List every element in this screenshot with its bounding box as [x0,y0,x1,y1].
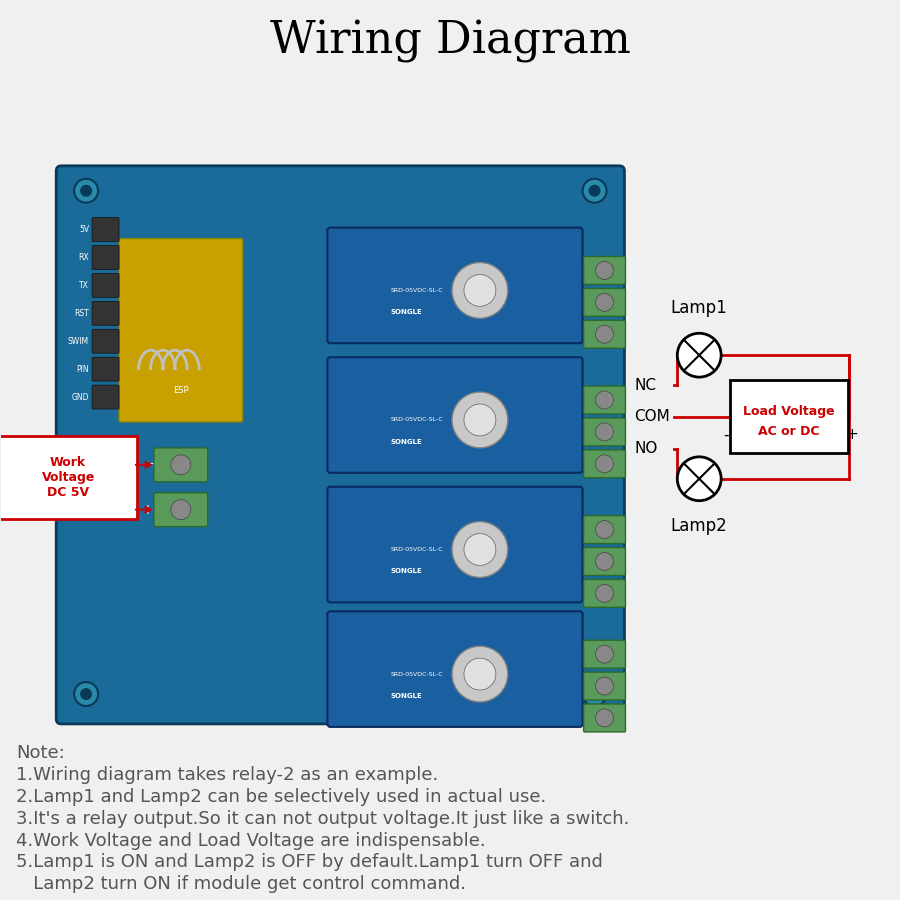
Text: +: + [845,428,858,443]
Text: Lamp1: Lamp1 [670,300,727,318]
FancyBboxPatch shape [583,386,626,414]
Text: Note:: Note: [16,743,65,761]
Circle shape [74,179,98,203]
Text: 3.It's a relay output.So it can not output voltage.It just like a switch.: 3.It's a relay output.So it can not outp… [16,810,630,828]
FancyBboxPatch shape [92,385,119,409]
FancyBboxPatch shape [56,166,625,724]
Circle shape [171,454,191,475]
FancyBboxPatch shape [328,611,582,727]
Text: -: - [724,428,729,443]
Circle shape [582,179,607,203]
Circle shape [596,520,614,538]
Text: +: + [141,503,153,517]
Text: Lamp2 turn ON if module get control command.: Lamp2 turn ON if module get control comm… [16,876,466,894]
Text: 2.Lamp1 and Lamp2 can be selectively used in actual use.: 2.Lamp1 and Lamp2 can be selectively use… [16,788,546,806]
Circle shape [171,500,191,519]
FancyBboxPatch shape [92,274,119,297]
FancyBboxPatch shape [154,492,208,526]
FancyBboxPatch shape [583,320,626,348]
Text: 1.Wiring diagram takes relay-2 as an example.: 1.Wiring diagram takes relay-2 as an exa… [16,766,438,784]
Circle shape [596,677,614,695]
Circle shape [452,522,508,578]
FancyBboxPatch shape [730,380,848,453]
Text: SONGLE: SONGLE [391,693,422,699]
Circle shape [596,423,614,441]
Text: NO: NO [634,441,658,456]
Circle shape [596,392,614,409]
Text: ESP: ESP [173,385,189,394]
Circle shape [678,457,721,500]
Circle shape [464,404,496,436]
Circle shape [452,263,508,319]
Circle shape [74,682,98,706]
Text: COM: COM [634,410,670,425]
Text: Lamp2: Lamp2 [670,517,727,535]
FancyBboxPatch shape [328,357,582,472]
FancyBboxPatch shape [583,547,626,575]
Circle shape [464,534,496,565]
Text: Load Voltage: Load Voltage [743,406,835,419]
FancyBboxPatch shape [92,246,119,269]
FancyBboxPatch shape [154,448,208,482]
FancyBboxPatch shape [583,516,626,544]
Circle shape [596,325,614,343]
Text: SRD-05VDC-SL-C: SRD-05VDC-SL-C [391,671,443,677]
Text: NC: NC [634,378,656,392]
Text: SRD-05VDC-SL-C: SRD-05VDC-SL-C [391,288,443,292]
Text: SRD-05VDC-SL-C: SRD-05VDC-SL-C [391,547,443,552]
Circle shape [80,184,92,197]
FancyBboxPatch shape [583,418,626,446]
FancyBboxPatch shape [583,288,626,316]
Text: SONGLE: SONGLE [391,439,422,445]
Text: SONGLE: SONGLE [391,310,422,315]
Circle shape [596,645,614,663]
Text: 5V: 5V [79,225,89,234]
Text: -: - [148,458,153,472]
Circle shape [452,392,508,448]
FancyBboxPatch shape [583,672,626,700]
FancyBboxPatch shape [328,228,582,343]
Circle shape [596,293,614,311]
FancyBboxPatch shape [583,640,626,668]
FancyBboxPatch shape [92,302,119,325]
FancyBboxPatch shape [583,256,626,284]
FancyBboxPatch shape [119,238,243,422]
Text: Wiring Diagram: Wiring Diagram [270,20,630,63]
Circle shape [464,658,496,690]
Text: TX: TX [79,281,89,290]
Circle shape [596,553,614,571]
FancyBboxPatch shape [583,704,626,732]
Text: Work
Voltage
DC 5V: Work Voltage DC 5V [41,456,94,500]
Text: PIN: PIN [76,364,89,373]
Circle shape [589,688,600,700]
Circle shape [582,682,607,706]
Circle shape [596,584,614,602]
FancyBboxPatch shape [92,218,119,241]
Circle shape [464,274,496,306]
FancyBboxPatch shape [583,450,626,478]
Text: 4.Work Voltage and Load Voltage are indispensable.: 4.Work Voltage and Load Voltage are indi… [16,832,486,850]
Circle shape [589,184,600,197]
Text: RST: RST [75,309,89,318]
FancyBboxPatch shape [583,580,626,608]
Text: AC or DC: AC or DC [758,426,820,438]
FancyBboxPatch shape [92,357,119,381]
FancyBboxPatch shape [92,329,119,353]
Text: 5.Lamp1 is ON and Lamp2 is OFF by default.Lamp1 turn OFF and: 5.Lamp1 is ON and Lamp2 is OFF by defaul… [16,853,603,871]
Text: RX: RX [78,253,89,262]
Text: SRD-05VDC-SL-C: SRD-05VDC-SL-C [391,418,443,422]
FancyBboxPatch shape [328,487,582,602]
FancyBboxPatch shape [0,436,137,518]
Circle shape [452,646,508,702]
Circle shape [80,688,92,700]
Circle shape [596,262,614,279]
Text: SWIM: SWIM [68,337,89,346]
Text: SONGLE: SONGLE [391,569,422,574]
Circle shape [596,454,614,472]
Text: GND: GND [72,392,89,401]
Circle shape [678,333,721,377]
Circle shape [596,709,614,727]
